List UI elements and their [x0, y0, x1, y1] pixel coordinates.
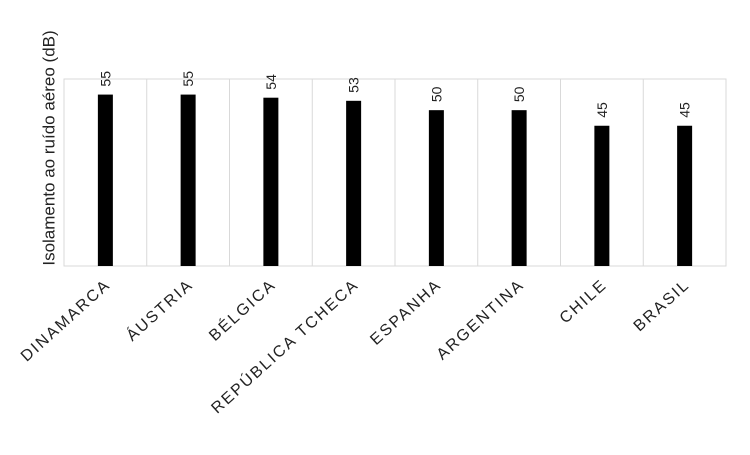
- y-axis-title: Isolamento ao ruído aéreo (dB): [39, 30, 58, 265]
- x-tick-label: ÁUSTRIA: [122, 275, 197, 345]
- data-label: 55: [97, 71, 113, 87]
- data-label: 45: [594, 102, 610, 118]
- data-label: 53: [346, 77, 362, 93]
- data-label: 45: [677, 102, 693, 118]
- bar: [594, 125, 610, 266]
- data-label: 54: [263, 74, 279, 90]
- bar: [346, 100, 362, 266]
- x-tick-label: ESPANHA: [367, 276, 445, 348]
- data-label: 50: [428, 86, 444, 102]
- x-tick-label: BRASIL: [631, 276, 694, 335]
- x-tick-label: BÉLGICA: [205, 275, 280, 345]
- data-label: 55: [180, 71, 196, 87]
- x-tick-label: CHILE: [557, 276, 611, 327]
- bar: [428, 110, 444, 267]
- bar: [511, 110, 527, 267]
- bar: [263, 97, 279, 266]
- x-tick-label: ARGENTINA: [434, 276, 528, 363]
- bar: [677, 125, 693, 266]
- x-tick-label: REPÚBLICA TCHECA: [207, 275, 362, 417]
- bar: [97, 94, 113, 266]
- bar: [180, 94, 196, 266]
- x-tick-label: DINAMARCA: [18, 276, 114, 365]
- data-label: 50: [511, 86, 527, 102]
